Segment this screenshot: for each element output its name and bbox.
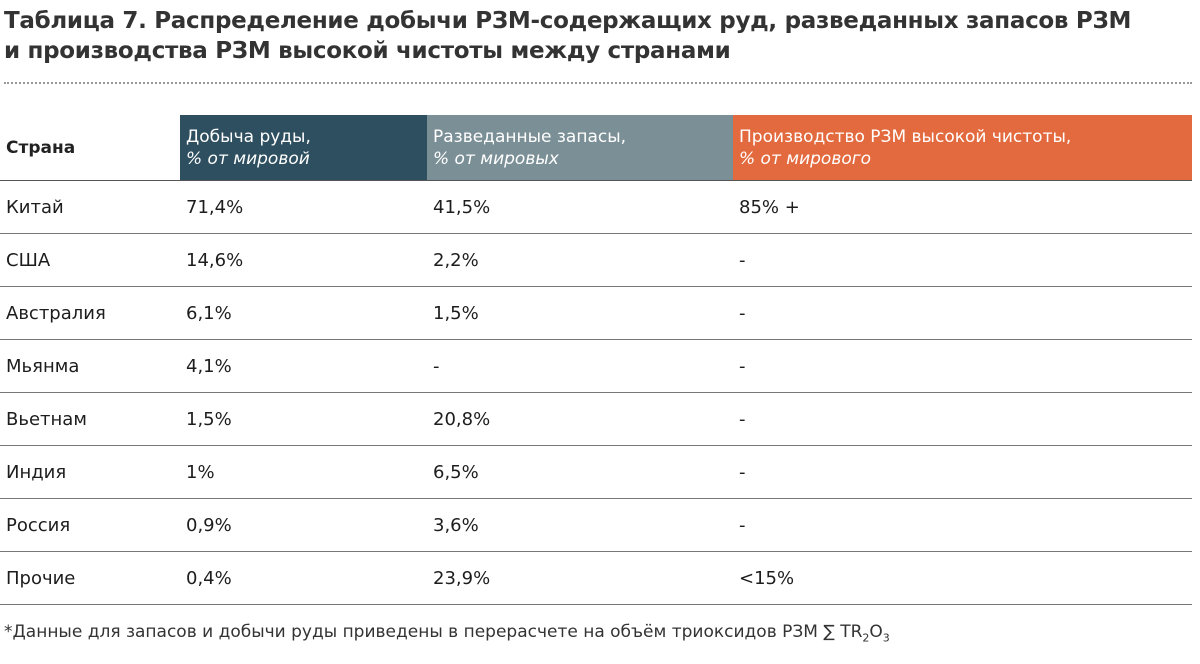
header-cell: Страна — [6, 137, 76, 158]
table-row: Мьянма 4,1% - - — [0, 340, 1192, 393]
subscript: 3 — [882, 631, 890, 645]
table-cell: США — [6, 249, 51, 271]
title-line: и производства РЗМ высокой чистоты между… — [4, 38, 731, 64]
table-cell: Прочие — [6, 567, 76, 589]
table-cell: 1,5% — [433, 302, 479, 324]
table-cell: Австралия — [6, 302, 106, 324]
table-cell: Мьянма — [6, 355, 80, 377]
title-line: Таблица 7. Распределение добычи РЗМ-соде… — [4, 8, 1132, 34]
footnote-text: O — [869, 622, 883, 642]
table-row: Прочие 0,4% 23,9% <15% — [0, 552, 1192, 605]
table-cell: - — [433, 355, 440, 377]
footnote: *Данные для запасов и добычи руды привед… — [4, 622, 890, 644]
table-cell: Индия — [6, 461, 67, 483]
table: Страна Добыча руды,% от мировой Разведанны… — [0, 115, 1192, 605]
header-title: Добыча руды, — [186, 126, 311, 147]
divider — [4, 82, 1192, 84]
table-cell: 1% — [186, 461, 215, 483]
table-row: Индия 1% 6,5% - — [0, 446, 1192, 499]
table-cell: 2,2% — [433, 249, 479, 271]
table-cell: - — [739, 461, 746, 483]
header-title: Производство РЗМ высокой чистоты, — [739, 126, 1072, 147]
subscript: 2 — [862, 631, 870, 645]
title: Таблица 7. Распределение добычи РЗМ-соде… — [4, 6, 1131, 66]
table-cell: - — [739, 249, 746, 271]
table-row: США 14,6% 2,2% - — [0, 234, 1192, 287]
table-cell: Вьетнам — [6, 408, 87, 430]
table-cell: - — [739, 302, 746, 324]
table-cell: 71,4% — [186, 196, 244, 218]
header-cell: Разведанные запасы,% от мировых — [427, 115, 733, 180]
table-cell: 6,1% — [186, 302, 232, 324]
table-cell: <15% — [739, 567, 795, 589]
table-cell: 14,6% — [186, 249, 244, 271]
table-row: Австралия 6,1% 1,5% - — [0, 287, 1192, 340]
header-title: Разведанные запасы, — [433, 126, 627, 147]
footnote-text: *Данные для запасов и добычи руды привед… — [4, 622, 863, 642]
table-cell: 3,6% — [433, 514, 479, 536]
table-row: Китай 71,4% 41,5% 85% + — [0, 181, 1192, 234]
table-row: Россия 0,9% 3,6% - — [0, 499, 1192, 552]
table-cell: 0,9% — [186, 514, 232, 536]
table-row: Вьетнам 1,5% 20,8% - — [0, 393, 1192, 446]
table-cell: 20,8% — [433, 408, 491, 430]
table-cell: 23,9% — [433, 567, 491, 589]
table-cell: 85% + — [739, 196, 800, 218]
table-cell: - — [739, 355, 746, 377]
table-cell: Россия — [6, 514, 71, 536]
header-subtitle: % от мировых — [433, 148, 559, 169]
header-row: Страна Добыча руды,% от мировой Разведанны… — [0, 115, 1192, 181]
table-cell: 0,4% — [186, 567, 232, 589]
table-cell: 4,1% — [186, 355, 232, 377]
table-cell: Китай — [6, 196, 64, 218]
table-cell: 6,5% — [433, 461, 479, 483]
header-cell: Производство РЗМ высокой чистоты,% от ми… — [733, 115, 1192, 180]
header-cell: Добыча руды,% от мировой — [180, 115, 427, 180]
table-cell: 1,5% — [186, 408, 232, 430]
header-subtitle: % от мировой — [186, 148, 310, 169]
table-cell: - — [739, 408, 746, 430]
table-cell: - — [739, 514, 746, 536]
table-cell: 41,5% — [433, 196, 491, 218]
header-subtitle: % от мирового — [739, 148, 872, 169]
